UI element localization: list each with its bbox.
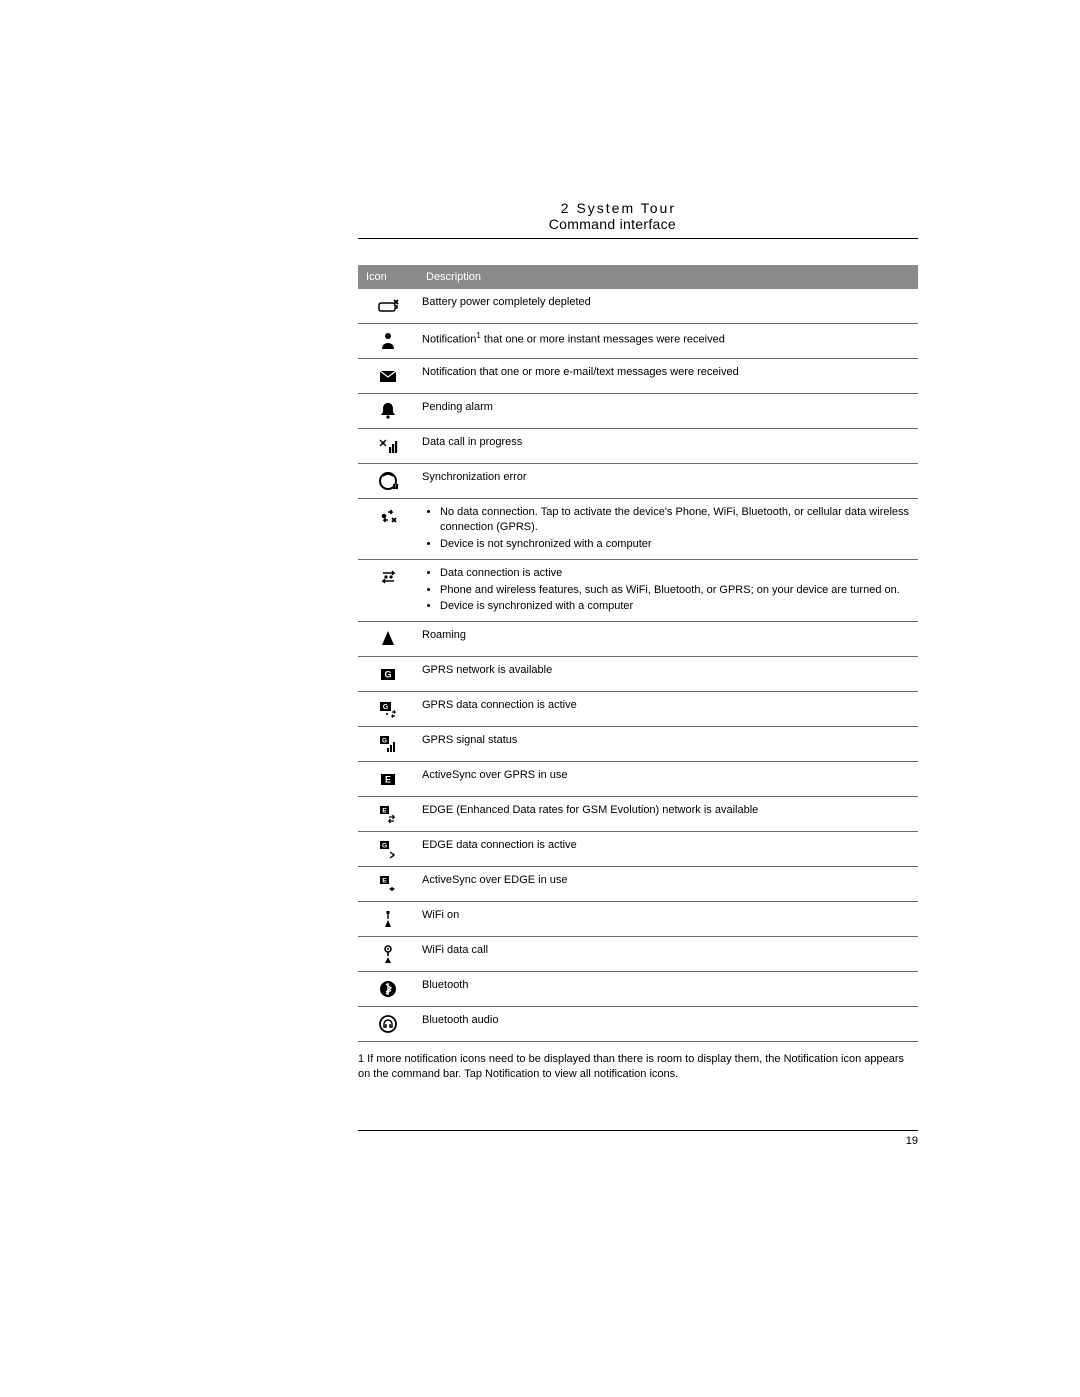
data-active-icon [358,560,418,622]
table-row: Notification1 that one or more instant m… [358,324,918,359]
table-row: Data call in progress [358,429,918,464]
roaming-icon [358,622,418,657]
bell-icon [358,394,418,429]
table-row: Data connection is active Phone and wirel… [358,560,918,622]
table-row: EDGE data connection is active [358,832,918,867]
footnote: 1 If more notification icons need to be … [358,1052,918,1082]
table-row: GPRS network is available [358,657,918,692]
description-cell: GPRS network is available [418,657,918,692]
footer-rule [358,1130,918,1131]
battery-empty-icon [358,289,418,324]
description-cell: Roaming [418,622,918,657]
wifi-data-icon [358,937,418,972]
description-cell: Pending alarm [418,394,918,429]
icon-description-table: Icon Description Battery power completel… [358,265,918,1042]
bluetooth-icon [358,972,418,1007]
section-title: Command interface [358,216,676,232]
sync-error-icon [358,464,418,499]
table-header-row: Icon Description [358,265,918,289]
gprs-signal-icon [358,727,418,762]
description-cell: Bluetooth audio [418,1007,918,1042]
table-row: Synchronization error [358,464,918,499]
description-cell: WiFi data call [418,937,918,972]
description-cell: WiFi on [418,902,918,937]
table-row: Bluetooth audio [358,1007,918,1042]
description-cell: Notification that one or more e-mail/tex… [418,359,918,394]
table-row: WiFi on [358,902,918,937]
table-row: Bluetooth [358,972,918,1007]
page-header: 2 System Tour Command interface [358,200,918,232]
envelope-icon [358,359,418,394]
table-row: GPRS signal status [358,727,918,762]
description-cell: Battery power completely depleted [418,289,918,324]
description-cell: GPRS data connection is active [418,692,918,727]
header-rule [358,238,918,239]
description-cell: EDGE data connection is active [418,832,918,867]
table-row: Pending alarm [358,394,918,429]
wifi-on-icon [358,902,418,937]
bullet: Phone and wireless features, such as WiF… [440,583,910,598]
table-row: No data connection. Tap to activate the … [358,499,918,560]
bullet: No data connection. Tap to activate the … [440,505,910,536]
description-cell: ActiveSync over GPRS in use [418,762,918,797]
col-description: Description [418,265,918,289]
no-connection-icon [358,499,418,560]
description-cell: Notification1 that one or more instant m… [418,324,918,359]
gprs-active-icon [358,692,418,727]
description-cell: Synchronization error [418,464,918,499]
description-cell: EDGE (Enhanced Data rates for GSM Evolut… [418,797,918,832]
description-cell: Data call in progress [418,429,918,464]
page-number: 19 [358,1135,918,1147]
document-page: 2 System Tour Command interface Icon Des… [358,200,918,1147]
description-cell: No data connection. Tap to activate the … [418,499,918,560]
edge-available-icon [358,797,418,832]
edge-active-icon [358,832,418,867]
person-icon [358,324,418,359]
table-row: GPRS data connection is active [358,692,918,727]
col-icon: Icon [358,265,418,289]
gprs-available-icon [358,657,418,692]
description-cell: Bluetooth [418,972,918,1007]
table-row: WiFi data call [358,937,918,972]
description-cell: Data connection is active Phone and wirel… [418,560,918,622]
table-row: EDGE (Enhanced Data rates for GSM Evolut… [358,797,918,832]
table-row: Roaming [358,622,918,657]
table-row: ActiveSync over GPRS in use [358,762,918,797]
bullet: Data connection is active [440,566,910,581]
activesync-edge-icon [358,867,418,902]
chapter-title: 2 System Tour [358,200,676,216]
description-cell: ActiveSync over EDGE in use [418,867,918,902]
bullet: Device is synchronized with a computer [440,599,910,614]
table-row: Notification that one or more e-mail/tex… [358,359,918,394]
description-cell: GPRS signal status [418,727,918,762]
activesync-gprs-icon [358,762,418,797]
data-call-icon [358,429,418,464]
bluetooth-audio-icon [358,1007,418,1042]
table-row: Battery power completely depleted [358,289,918,324]
table-row: ActiveSync over EDGE in use [358,867,918,902]
bullet: Device is not synchronized with a comput… [440,537,910,552]
